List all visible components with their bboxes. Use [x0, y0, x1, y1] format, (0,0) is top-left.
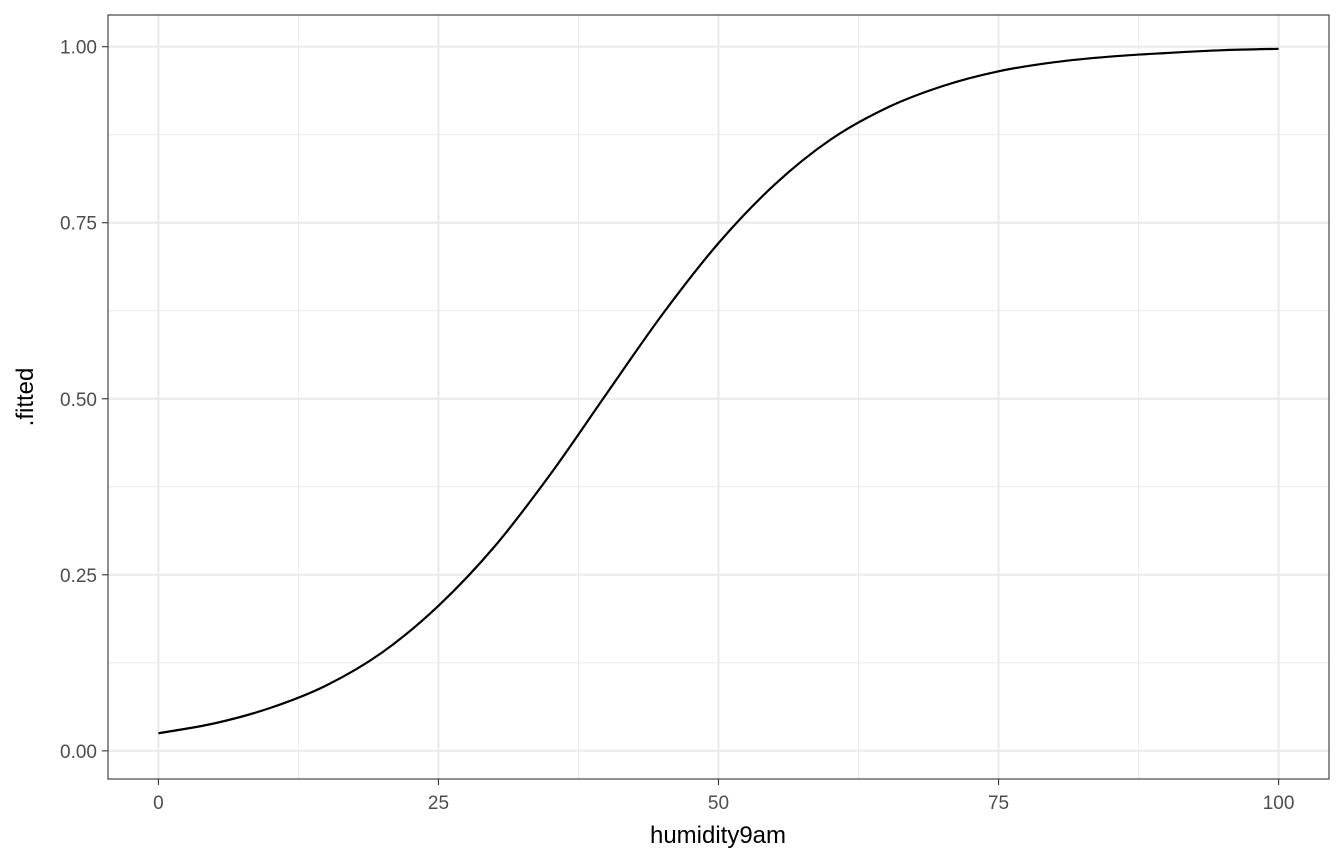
series-layer — [158, 47, 1279, 735]
y-tick-label: 0.00 — [60, 742, 97, 763]
x-tick-label: 100 — [1263, 793, 1295, 814]
y-axis-ticks: 0.00 0.25 0.50 0.75 1.00 — [60, 38, 108, 763]
y-tick-label: 1.00 — [60, 38, 97, 59]
y-tick-label: 0.75 — [60, 214, 97, 235]
x-tick-label: 0 — [153, 793, 164, 814]
x-axis-ticks: 0 25 50 75 100 — [153, 779, 1294, 814]
grid-major — [108, 15, 1329, 779]
x-tick-label: 75 — [988, 793, 1009, 814]
x-tick-label: 25 — [428, 793, 449, 814]
x-axis-title: humidity9am — [650, 822, 786, 849]
x-tick-label: 50 — [708, 793, 729, 814]
series-line — [158, 47, 1279, 735]
y-tick-label: 0.50 — [60, 390, 97, 411]
y-axis-title: .fitted — [12, 368, 39, 427]
y-tick-label: 0.25 — [60, 566, 97, 587]
